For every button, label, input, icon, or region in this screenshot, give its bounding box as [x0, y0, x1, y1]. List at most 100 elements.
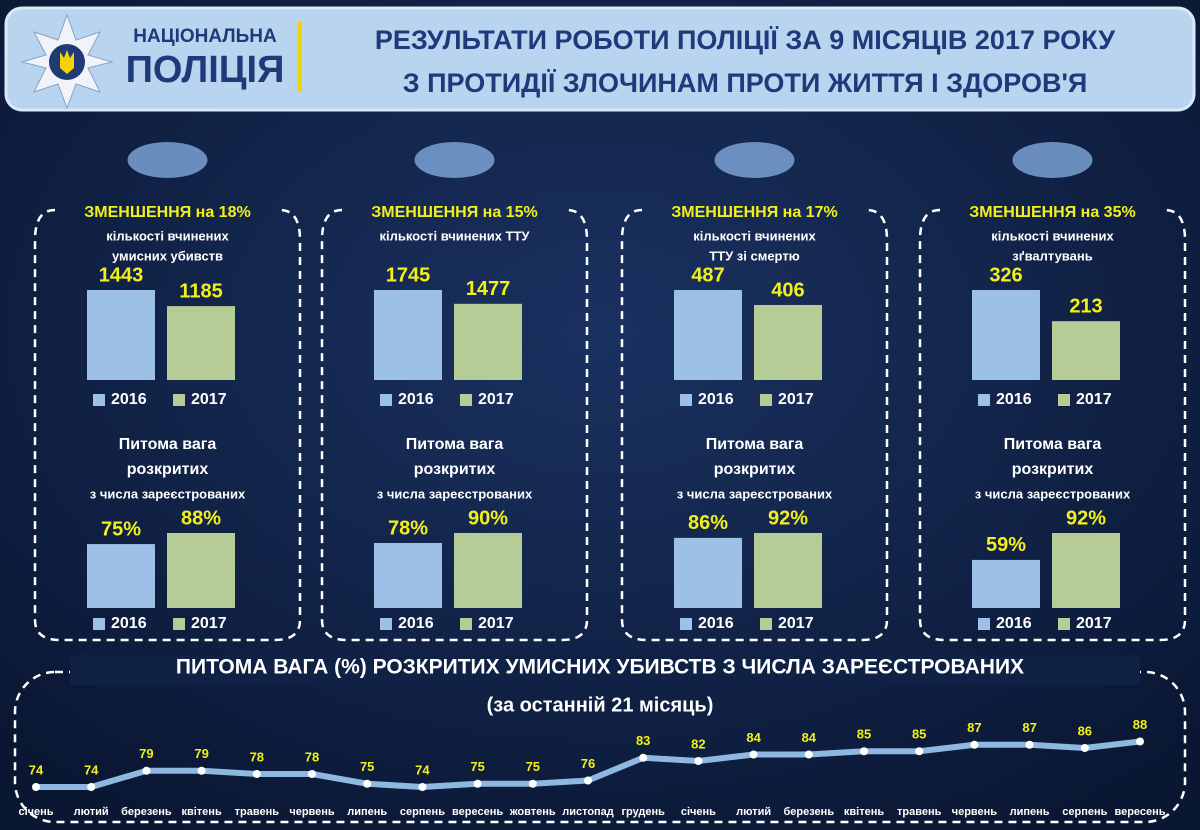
- point: [32, 783, 40, 791]
- value-label: 1443: [99, 264, 144, 286]
- legend-label: 2017: [1076, 615, 1112, 632]
- panel-frame: [320, 208, 589, 642]
- rate-title: з числа зареєстрованих: [377, 486, 533, 501]
- point: [363, 779, 372, 788]
- divider: [297, 22, 302, 92]
- icon: [1012, 142, 1093, 178]
- panel-frame: [918, 208, 1187, 642]
- point: [252, 770, 261, 778]
- point-label: 74: [415, 762, 430, 777]
- x-tick-label: вересень: [1114, 806, 1165, 818]
- point-label: 87: [967, 720, 981, 735]
- bar: [167, 533, 235, 608]
- rate-title: Питома вага: [1004, 436, 1102, 453]
- rate-title: Питома вага: [119, 436, 217, 453]
- point-label: 75: [360, 759, 374, 774]
- legend-swatch: [93, 394, 105, 406]
- legend-label: 2016: [996, 615, 1032, 632]
- headline: ЗМЕНШЕННЯ на 15%: [371, 204, 537, 221]
- icon: [127, 142, 208, 178]
- bar: [87, 544, 155, 608]
- point-label: 83: [636, 733, 650, 748]
- legend-swatch: [460, 618, 472, 630]
- value-label: 78%: [388, 517, 428, 539]
- point-label: 88: [1133, 717, 1147, 732]
- point-label: 87: [1022, 720, 1036, 735]
- icon: [414, 142, 495, 178]
- legend-swatch: [173, 618, 185, 630]
- description: умисних убивств: [112, 248, 223, 263]
- legend-swatch: [173, 394, 185, 406]
- headline: ЗМЕНШЕННЯ на 18%: [84, 204, 250, 221]
- headline: ЗМЕНШЕННЯ на 17%: [671, 204, 837, 221]
- org-name: ПОЛІЦІЯ: [126, 49, 285, 91]
- x-tick-label: вересень: [452, 806, 503, 818]
- trident: [60, 50, 74, 74]
- value-label: 90%: [468, 507, 508, 529]
- point-label: 79: [194, 746, 208, 761]
- point: [528, 779, 537, 788]
- description: зґвалтувань: [1012, 248, 1092, 263]
- value-label: 75%: [101, 518, 141, 540]
- point: [970, 740, 979, 749]
- value-label: 406: [771, 279, 804, 301]
- header-bar: [4, 6, 1196, 112]
- rate-title: з числа зареєстрованих: [90, 486, 246, 501]
- point-label: 84: [802, 730, 817, 745]
- legend-label: 2016: [996, 391, 1032, 408]
- legend-label: 2016: [398, 615, 434, 632]
- rate-title: з числа зареєстрованих: [677, 486, 833, 501]
- x-tick-label: листопад: [562, 806, 614, 818]
- bar: [167, 306, 235, 380]
- point-label: 74: [29, 762, 44, 777]
- point: [639, 753, 648, 762]
- value-label: 487: [691, 264, 724, 286]
- title: З ПРОТИДІЇ ЗЛОЧИНАМ ПРОТИ ЖИТТЯ І ЗДОРОВ…: [403, 68, 1088, 98]
- headline: ЗМЕНШЕННЯ на 35%: [969, 204, 1135, 221]
- legend-swatch: [680, 618, 692, 630]
- point: [1080, 744, 1089, 752]
- x-tick-label: червень: [289, 806, 335, 818]
- panel-frame: [33, 208, 302, 642]
- legend-swatch: [760, 618, 772, 630]
- bar: [754, 533, 822, 608]
- point-label: 85: [857, 727, 871, 742]
- bar: [674, 290, 742, 380]
- bar: [972, 559, 1040, 608]
- bar: [754, 304, 822, 380]
- description: кількості вчинених: [106, 228, 229, 243]
- bar: [454, 303, 522, 380]
- x-tick-label: квітень: [844, 806, 884, 818]
- value-label: 1185: [179, 280, 222, 302]
- bar: [374, 290, 442, 380]
- point-label: 75: [526, 759, 540, 774]
- x-tick-label: грудень: [621, 806, 665, 818]
- value-label: 92%: [1066, 507, 1106, 529]
- value-label: 213: [1069, 295, 1102, 317]
- x-tick-label: червень: [952, 806, 998, 818]
- bar: [454, 533, 522, 608]
- x-tick-label: січень: [18, 806, 53, 818]
- legend-label: 2017: [1076, 391, 1112, 408]
- description: кількості вчинених: [693, 228, 816, 243]
- legend-swatch: [978, 394, 990, 406]
- point-label: 75: [470, 759, 484, 774]
- point: [694, 757, 703, 765]
- point: [197, 766, 206, 775]
- legend-label: 2016: [398, 391, 434, 408]
- legend-swatch: [680, 394, 692, 406]
- bar: [87, 290, 155, 380]
- legend-label: 2017: [778, 391, 814, 408]
- legend-label: 2016: [698, 391, 734, 408]
- x-tick-label: жовтень: [509, 806, 556, 818]
- rate-title: розкритих: [127, 461, 209, 478]
- x-tick-label: лютий: [736, 806, 771, 818]
- legend-label: 2016: [111, 615, 147, 632]
- legend-label: 2017: [478, 615, 514, 632]
- x-tick-label: серпень: [400, 806, 445, 818]
- point: [860, 747, 868, 756]
- rate-title: з числа зареєстрованих: [975, 486, 1131, 501]
- point-label: 76: [581, 756, 595, 771]
- x-tick-label: лютий: [74, 806, 109, 818]
